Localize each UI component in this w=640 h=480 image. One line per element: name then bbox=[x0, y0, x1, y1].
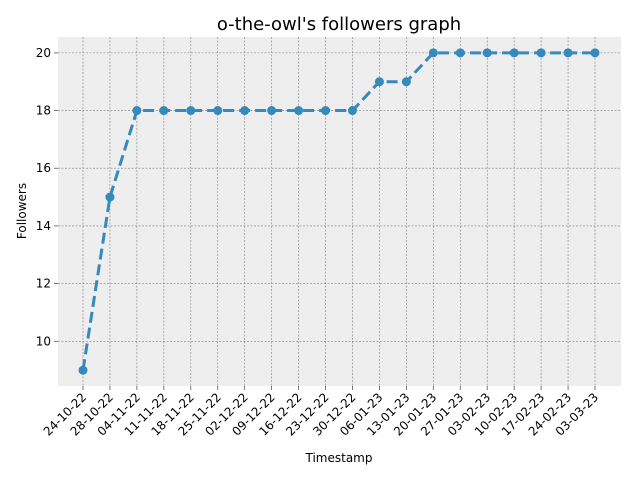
data-point bbox=[213, 106, 223, 116]
data-point bbox=[482, 48, 492, 58]
y-axis-label: Followers bbox=[15, 183, 29, 239]
data-point bbox=[509, 48, 519, 58]
plot-area bbox=[58, 37, 621, 386]
series-group bbox=[78, 48, 600, 375]
y-tick-label: 14 bbox=[36, 219, 51, 233]
data-point bbox=[563, 48, 573, 58]
y-tick-label: 20 bbox=[36, 46, 51, 60]
data-point bbox=[428, 48, 438, 58]
data-point bbox=[321, 106, 331, 116]
data-point bbox=[159, 106, 169, 116]
data-point bbox=[401, 77, 411, 87]
grid-lines bbox=[58, 37, 621, 386]
y-tick-label: 16 bbox=[36, 161, 51, 175]
y-tick-labels: 10 12 14 16 18 20 bbox=[36, 46, 58, 348]
data-point bbox=[590, 48, 600, 58]
chart-title: o-the-owl's followers graph bbox=[217, 14, 461, 35]
data-point bbox=[78, 365, 88, 375]
y-tick-label: 12 bbox=[36, 277, 51, 291]
data-point bbox=[105, 192, 115, 202]
data-point bbox=[347, 106, 357, 116]
data-point bbox=[294, 106, 304, 116]
data-point bbox=[240, 106, 250, 116]
data-point bbox=[536, 48, 546, 58]
data-point bbox=[374, 77, 384, 87]
data-point bbox=[132, 106, 142, 116]
x-tick-labels: 24-10-2228-10-2204-11-2211-11-2218-11-22… bbox=[41, 386, 601, 439]
y-tick-label: 18 bbox=[36, 104, 51, 118]
data-point bbox=[186, 106, 196, 116]
data-point bbox=[267, 106, 277, 116]
data-point bbox=[455, 48, 465, 58]
y-tick-label: 10 bbox=[36, 334, 51, 348]
x-axis-label: Timestamp bbox=[305, 451, 373, 465]
